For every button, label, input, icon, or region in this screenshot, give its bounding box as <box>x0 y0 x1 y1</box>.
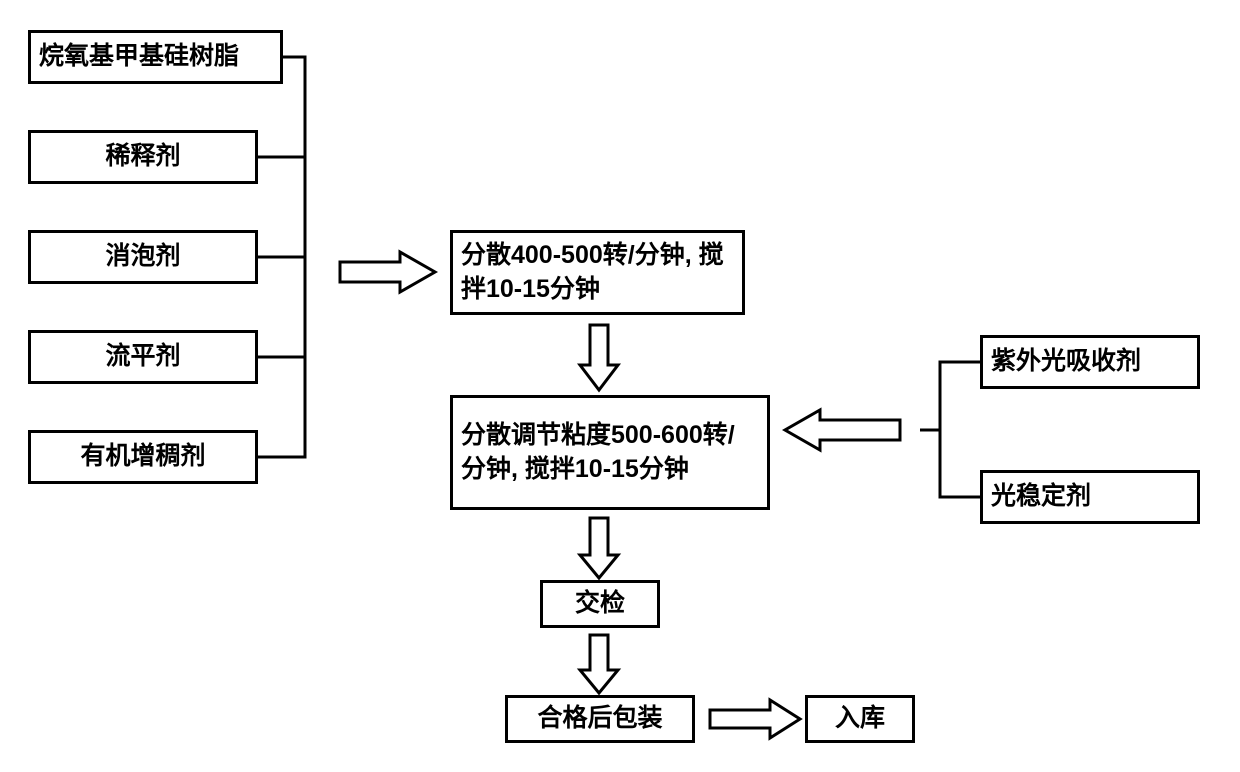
flowchart-canvas: 烷氧基甲基硅树脂 稀释剂 消泡剂 流平剂 有机增稠剂 分散400-500转/分钟… <box>0 0 1240 772</box>
connectors <box>0 0 1240 772</box>
